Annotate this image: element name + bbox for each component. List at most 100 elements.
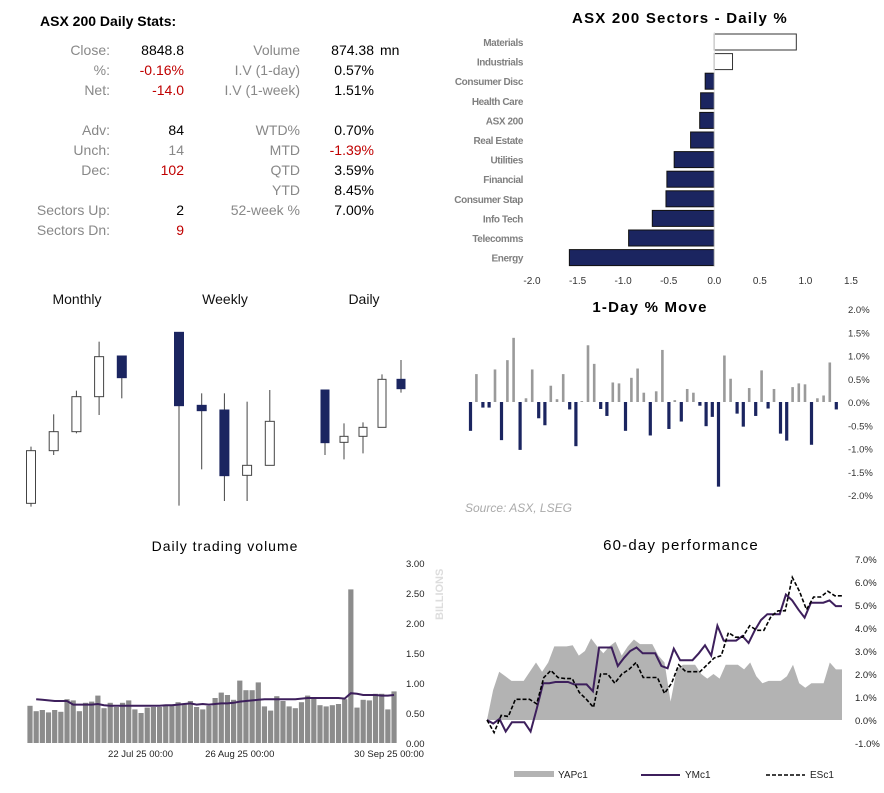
volume-bar	[156, 707, 163, 743]
y-tick-label: -2.0%	[848, 491, 873, 502]
volume-bar	[317, 705, 323, 743]
volume-bar	[64, 699, 70, 743]
volume-bar	[237, 680, 243, 743]
volume-bar	[218, 692, 224, 743]
sector-label: Telecomms	[472, 234, 524, 245]
move-bar	[760, 370, 763, 402]
move-bar	[822, 395, 825, 402]
sector-label: Health Care	[472, 97, 524, 108]
volume-bar	[27, 705, 33, 743]
volume-bar	[268, 710, 274, 743]
stat-value: 2	[176, 202, 184, 218]
volume-bar	[280, 701, 286, 743]
move-bar	[710, 402, 714, 417]
move-bar	[685, 388, 689, 402]
candle-down	[320, 389, 330, 444]
stat-label: Sectors Up:	[36, 202, 110, 218]
x-tick-label: 22 Jul 25 00:00	[108, 749, 173, 760]
y-tick-label: 1.0%	[855, 693, 877, 704]
stat-label: YTD	[272, 182, 300, 198]
move-bar	[580, 401, 584, 402]
sector-label: ASX 200	[486, 116, 524, 127]
sector-bar	[628, 229, 715, 247]
volume-bar	[354, 707, 360, 743]
stat-unit: mn	[380, 42, 400, 58]
y-tick-label: 1.5%	[848, 328, 870, 339]
move-bar	[568, 402, 572, 410]
x-tick-label: 30 Sep 25 00:00	[354, 749, 424, 760]
stat-value: 8848.8	[141, 42, 184, 58]
volume-bar	[89, 701, 95, 743]
stat-value: 9	[176, 222, 184, 238]
volume-bar	[212, 698, 218, 743]
sector-label: Utilities	[490, 156, 523, 167]
y-tick-label: 0.0%	[855, 716, 877, 727]
move-bar	[648, 402, 652, 436]
sector-bar	[704, 72, 715, 90]
stat-label: Adv:	[81, 122, 110, 138]
move-bar	[679, 402, 683, 422]
y-tick-label: -1.0%	[855, 739, 880, 750]
sector-label: Materials	[483, 38, 524, 49]
move-bar	[772, 388, 776, 402]
series-area-YAPc1	[487, 638, 842, 720]
volume-bar	[33, 711, 39, 743]
move-bar	[555, 399, 559, 402]
move-bar	[506, 360, 509, 402]
sector-label: Financial	[483, 175, 523, 186]
move-bar	[499, 402, 504, 441]
stat-value: 0.57%	[334, 62, 374, 78]
y-tick-label: -0.5%	[848, 421, 873, 432]
sector-label: Energy	[491, 254, 523, 265]
x-tick-label: -1.5	[569, 276, 587, 287]
volume-bar	[206, 705, 212, 743]
move-bar	[778, 402, 783, 434]
legend-label: YMc1	[685, 770, 711, 781]
move-bar	[716, 402, 721, 487]
volume-bar	[113, 707, 119, 743]
move-bar	[574, 402, 578, 447]
sector-bar	[699, 111, 715, 129]
stat-value: 0.70%	[334, 122, 374, 138]
volume-bar	[175, 702, 181, 743]
stat-label: Sectors Dn:	[36, 222, 110, 238]
stat-value: 874.38	[331, 42, 374, 58]
volume-bar	[335, 704, 342, 743]
candle-down	[196, 404, 207, 412]
y-tick-label: 6.0%	[855, 578, 877, 589]
source-note: Source: ASX, LSEG	[465, 501, 572, 515]
stat-value: 8.45%	[334, 182, 374, 198]
move-bar	[816, 398, 819, 402]
volume-bar	[163, 705, 169, 743]
x-tick-label: 0.5	[753, 276, 767, 287]
candle-up	[242, 464, 253, 476]
volume-bar	[348, 589, 354, 743]
candle-down	[219, 409, 230, 477]
candlestick-charts: Monthly Weekly Daily	[26, 291, 406, 507]
volume-bar	[101, 708, 107, 743]
candle-down	[116, 355, 127, 379]
candle-up	[339, 435, 349, 443]
performance-title: 60-day performance	[603, 537, 759, 554]
volume-bar	[360, 699, 366, 743]
y-tick-label: 1.50	[406, 649, 425, 660]
candle-up	[94, 356, 105, 398]
x-tick-label: 0.0	[707, 276, 721, 287]
stat-value: 14	[168, 142, 184, 158]
stat-label: WTD%	[255, 122, 300, 138]
move-bar	[630, 377, 633, 402]
sector-bar	[568, 249, 715, 267]
y-tick-label: 7.0%	[855, 555, 877, 566]
move-bar	[592, 363, 596, 402]
volume-bar	[58, 711, 64, 743]
move-bar	[809, 402, 814, 445]
sectors-chart: ASX 200 Sectors - Daily % Materials Indust…	[454, 10, 858, 287]
volume-bar	[298, 702, 305, 743]
y-tick-label: 0.0%	[848, 398, 870, 409]
stat-label: 52-week %	[230, 202, 300, 218]
move-bar	[692, 392, 695, 402]
move-bar	[512, 337, 515, 402]
volume-bar	[323, 706, 329, 743]
move-bar	[673, 400, 677, 402]
